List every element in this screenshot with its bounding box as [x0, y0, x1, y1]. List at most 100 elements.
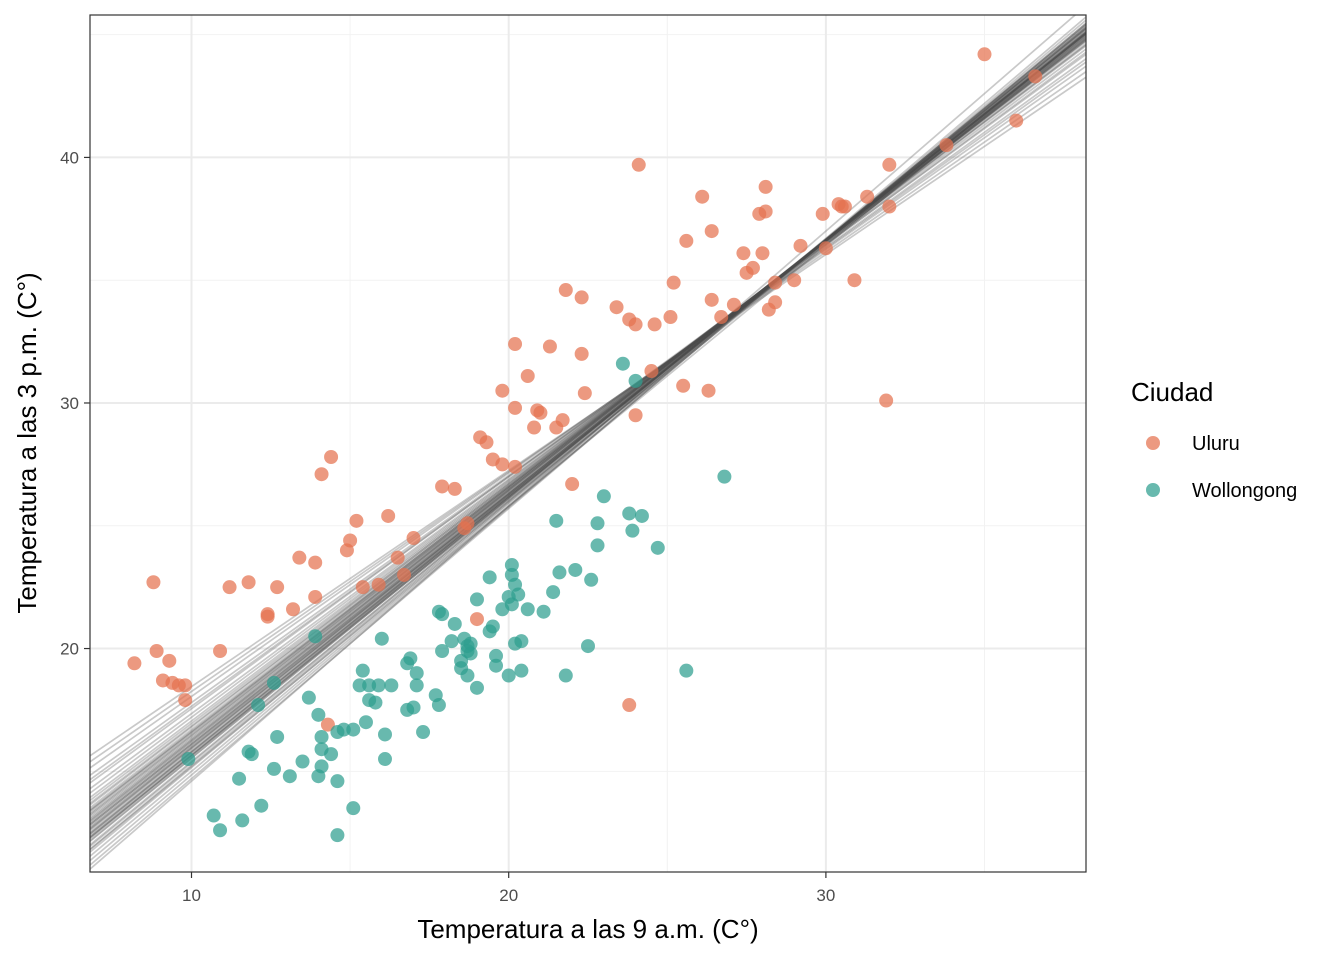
point-wollongong	[266, 761, 281, 776]
point-uluru	[213, 643, 228, 658]
point-wollongong	[463, 646, 478, 661]
point-wollongong	[301, 690, 316, 705]
y-axis-title: Temperatura a las 3 p.m. (C°)	[12, 272, 42, 613]
point-uluru	[508, 459, 523, 474]
point-wollongong	[514, 663, 529, 678]
point-wollongong	[444, 634, 459, 649]
fit-line	[90, 44, 1086, 802]
point-wollongong	[447, 616, 462, 631]
fit-line	[90, 61, 1086, 776]
point-wollongong	[622, 506, 637, 521]
point-uluru	[622, 698, 637, 713]
point-uluru	[736, 246, 751, 261]
point-uluru	[755, 246, 770, 261]
point-wollongong	[308, 629, 323, 644]
point-wollongong	[314, 729, 329, 744]
fit-line	[90, 58, 1086, 781]
point-wollongong	[584, 572, 599, 587]
point-wollongong	[469, 592, 484, 607]
point-wollongong	[324, 747, 339, 762]
point-wollongong	[489, 658, 504, 673]
fit-line	[90, 35, 1086, 819]
point-uluru	[162, 653, 177, 668]
point-uluru	[768, 295, 783, 310]
fit-line	[90, 38, 1086, 812]
point-uluru	[726, 297, 741, 312]
point-wollongong	[251, 698, 266, 713]
point-wollongong	[330, 828, 345, 843]
axis-ticks: 10 20 30 20 30 40	[60, 148, 835, 905]
point-wollongong	[650, 540, 665, 555]
point-wollongong	[377, 727, 392, 742]
point-wollongong	[590, 538, 605, 553]
point-uluru	[939, 138, 954, 153]
point-uluru	[390, 550, 405, 565]
point-uluru	[355, 580, 370, 595]
fit-line	[90, 37, 1086, 826]
fit-line	[90, 40, 1086, 806]
fit-line	[90, 32, 1086, 830]
data-points	[127, 47, 1043, 843]
point-wollongong	[330, 774, 345, 789]
point-wollongong	[460, 668, 475, 683]
point-uluru	[663, 310, 678, 325]
point-uluru	[146, 575, 161, 590]
point-wollongong	[536, 604, 551, 619]
point-uluru	[371, 577, 386, 592]
point-wollongong	[628, 373, 643, 388]
point-wollongong	[489, 648, 504, 663]
fit-line	[90, 32, 1086, 826]
point-uluru	[882, 199, 897, 214]
point-wollongong	[377, 752, 392, 767]
point-uluru	[818, 241, 833, 256]
fit-line	[90, 51, 1086, 790]
point-wollongong	[511, 587, 526, 602]
point-uluru	[495, 457, 510, 472]
point-uluru	[793, 238, 808, 253]
point-uluru	[260, 609, 275, 624]
fit-line	[90, 31, 1086, 851]
point-wollongong	[406, 700, 421, 715]
point-uluru	[628, 317, 643, 332]
point-uluru	[758, 204, 773, 219]
point-wollongong	[244, 747, 259, 762]
point-wollongong	[558, 668, 573, 683]
point-uluru	[495, 383, 510, 398]
point-uluru	[787, 273, 802, 288]
point-wollongong	[232, 771, 247, 786]
point-wollongong	[546, 585, 561, 600]
point-wollongong	[416, 725, 431, 740]
point-wollongong	[358, 715, 373, 730]
point-uluru	[704, 224, 719, 239]
point-wollongong	[581, 639, 595, 654]
point-wollongong	[568, 562, 583, 577]
point-wollongong	[625, 523, 640, 538]
point-wollongong	[181, 752, 196, 767]
point-uluru	[558, 283, 573, 298]
point-wollongong	[679, 663, 694, 678]
legend-key-uluru	[1146, 436, 1160, 450]
point-uluru	[837, 199, 852, 214]
point-uluru	[666, 275, 681, 290]
fit-line	[90, 76, 1086, 757]
plot-border	[89, 14, 1087, 873]
x-tick-label: 30	[816, 886, 835, 905]
point-wollongong	[615, 356, 630, 371]
point-uluru	[555, 413, 570, 428]
point-uluru	[460, 516, 475, 531]
point-uluru	[178, 693, 193, 708]
point-uluru	[758, 179, 773, 194]
point-uluru	[860, 189, 875, 204]
point-wollongong	[409, 666, 424, 681]
point-uluru	[1009, 113, 1024, 128]
point-uluru	[286, 602, 301, 617]
point-wollongong	[314, 759, 329, 774]
point-uluru	[397, 567, 412, 582]
point-wollongong	[435, 643, 450, 658]
fit-line	[90, 32, 1086, 829]
point-uluru	[574, 346, 589, 361]
point-wollongong	[368, 695, 383, 710]
point-uluru	[542, 339, 557, 354]
x-tick-label: 20	[499, 886, 518, 905]
fit-line	[90, 32, 1086, 823]
